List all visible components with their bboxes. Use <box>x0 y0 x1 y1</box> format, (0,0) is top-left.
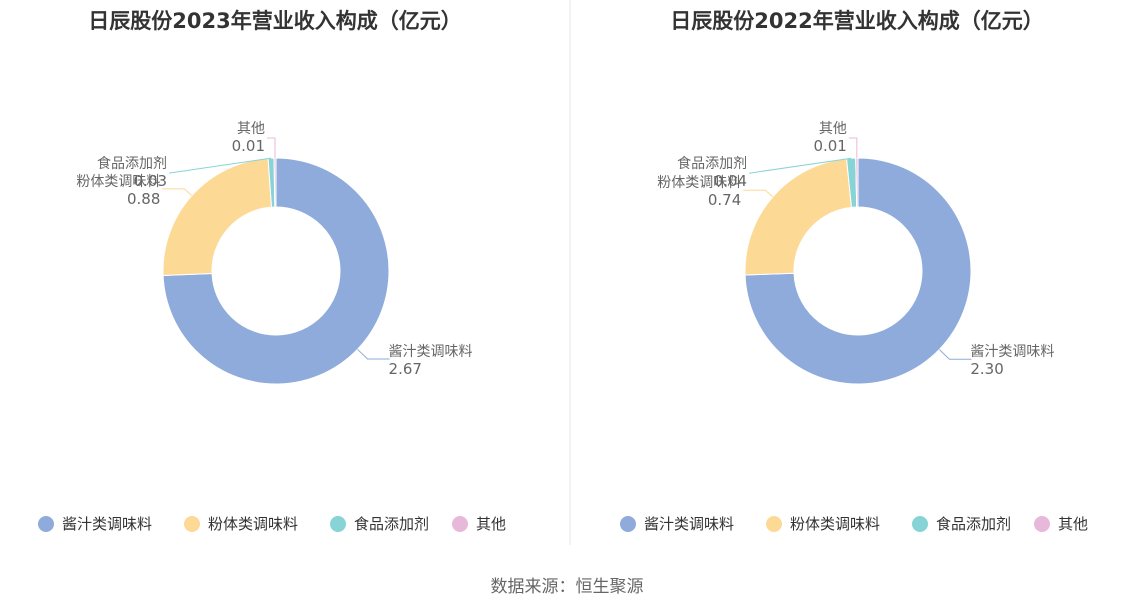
legend-label-3: 其他 <box>476 515 506 533</box>
legend-item-2[interactable]: 食品添加剂 <box>330 515 429 533</box>
legend-item-0[interactable]: 酱汁类调味料 <box>620 515 734 533</box>
donut-slice-2023-3 <box>273 157 277 208</box>
slice-label-value-0: 2.67 <box>389 360 422 378</box>
donut-slice-2022-1 <box>744 158 853 276</box>
legend-marker-3 <box>452 516 468 532</box>
slice-label-value-1: 0.74 <box>708 191 741 209</box>
legend-item-2[interactable]: 食品添加剂 <box>912 515 1011 533</box>
slice-label-name-2: 食品添加剂 <box>97 155 167 172</box>
slice-label-name-1: 粉体类调味料 <box>76 174 160 190</box>
slice-label-name-3: 其他 <box>237 121 265 137</box>
legend-marker-1 <box>184 516 200 532</box>
legend-label-1: 粉体类调味料 <box>208 515 298 533</box>
legend-marker-0 <box>38 516 54 532</box>
legend-item-0[interactable]: 酱汁类调味料 <box>38 515 152 533</box>
leader-line-0 <box>938 349 972 360</box>
leader-line-3 <box>267 137 276 159</box>
legend-marker-3 <box>1034 516 1050 532</box>
donut-slice-2022-3 <box>855 157 859 208</box>
donut-slice-2023-1 <box>162 157 273 276</box>
slice-label-name-0: 酱汁类调味料 <box>970 344 1054 360</box>
leader-line-0 <box>357 348 390 360</box>
chart-title-2022: 日辰股份2022年营业收入构成（亿元） <box>670 9 1043 33</box>
legend-2023: 酱汁类调味料 粉体类调味料 食品添加剂 其他 <box>38 515 506 533</box>
leader-line-3 <box>848 137 858 159</box>
slice-label-value-2: 0.04 <box>714 172 747 190</box>
slice-label-name-0: 酱汁类调味料 <box>389 344 473 360</box>
legend-2022: 酱汁类调味料 粉体类调味料 食品添加剂 其他 <box>620 515 1088 533</box>
slice-label-name-1: 粉体类调味料 <box>657 175 741 191</box>
slice-label-value-2: 0.03 <box>134 172 167 190</box>
leader-line-2 <box>168 157 272 174</box>
slice-label-name-2: 食品添加剂 <box>677 155 747 172</box>
slice-label-value-3: 0.01 <box>232 137 265 155</box>
legend-label-0: 酱汁类调味料 <box>644 515 734 533</box>
legend-item-1[interactable]: 粉体类调味料 <box>184 515 298 533</box>
slice-label-name-3: 其他 <box>819 121 847 137</box>
leader-line-1 <box>743 189 774 198</box>
leader-line-1 <box>162 188 193 196</box>
legend-label-3: 其他 <box>1058 515 1088 533</box>
leader-line-2 <box>749 157 852 174</box>
legend-label-0: 酱汁类调味料 <box>62 515 152 533</box>
legend-label-1: 粉体类调味料 <box>790 515 880 533</box>
donut-slice-2022-0 <box>744 157 972 385</box>
legend-item-3[interactable]: 其他 <box>452 515 506 533</box>
legend-marker-2 <box>330 516 346 532</box>
legend-marker-1 <box>766 516 782 532</box>
legend-item-1[interactable]: 粉体类调味料 <box>766 515 880 533</box>
legend-item-3[interactable]: 其他 <box>1034 515 1088 533</box>
slice-label-value-0: 2.30 <box>970 360 1003 378</box>
chart-title-2023: 日辰股份2023年营业收入构成（亿元） <box>88 9 461 33</box>
legend-label-2: 食品添加剂 <box>936 515 1011 533</box>
data-source-note: 数据来源：恒生聚源 <box>491 577 644 597</box>
donut-slice-2023-0 <box>162 157 390 385</box>
slice-label-value-1: 0.88 <box>127 190 160 208</box>
legend-marker-0 <box>620 516 636 532</box>
legend-label-2: 食品添加剂 <box>354 515 429 533</box>
slice-label-value-3: 0.01 <box>813 137 846 155</box>
legend-marker-2 <box>912 516 928 532</box>
